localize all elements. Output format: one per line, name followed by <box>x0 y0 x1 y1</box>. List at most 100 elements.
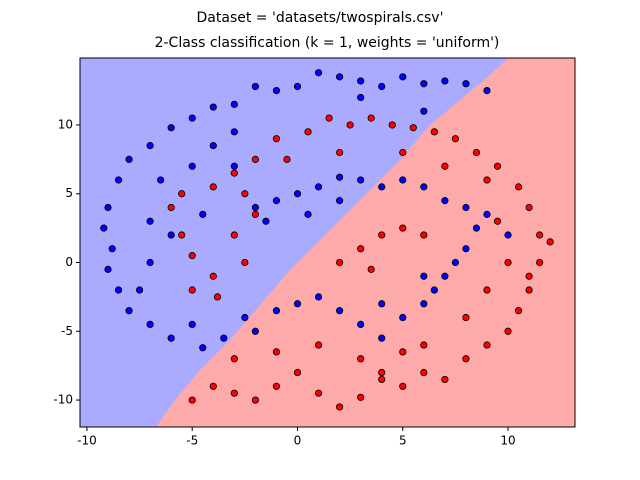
point <box>378 231 386 239</box>
point <box>314 69 323 77</box>
point <box>272 86 281 95</box>
point <box>420 300 428 308</box>
point <box>378 334 386 342</box>
point <box>441 77 449 85</box>
point <box>188 396 196 404</box>
point <box>420 183 428 191</box>
point <box>230 162 238 170</box>
point <box>125 307 133 315</box>
point <box>188 286 196 294</box>
point <box>357 393 365 401</box>
point <box>230 169 238 177</box>
point <box>209 183 217 191</box>
point <box>483 286 491 294</box>
point <box>441 272 449 280</box>
point <box>357 93 365 102</box>
point <box>188 320 196 329</box>
point <box>251 396 259 404</box>
point <box>462 313 470 322</box>
point <box>399 176 407 184</box>
point <box>241 190 249 198</box>
point <box>441 162 449 170</box>
point <box>378 82 386 91</box>
point <box>462 245 470 253</box>
point <box>483 176 491 184</box>
point <box>462 355 470 363</box>
point <box>100 224 108 232</box>
point <box>230 355 238 363</box>
point <box>251 155 259 163</box>
point <box>135 286 144 294</box>
point <box>114 286 123 294</box>
point <box>314 183 323 191</box>
point <box>378 368 386 377</box>
point <box>399 148 407 157</box>
x-tick-label: 0 <box>294 434 302 448</box>
point <box>209 272 217 280</box>
point <box>336 403 344 411</box>
point <box>213 293 222 301</box>
point <box>504 258 512 267</box>
point <box>399 224 407 232</box>
y-tick-label: 5 <box>65 186 73 200</box>
point <box>293 190 302 198</box>
point <box>472 148 481 157</box>
points <box>100 69 554 411</box>
point <box>336 307 344 315</box>
point <box>104 265 112 273</box>
point <box>209 382 217 390</box>
point <box>325 114 333 122</box>
point <box>536 258 544 267</box>
point <box>441 197 449 205</box>
point <box>209 103 217 111</box>
point <box>441 375 449 384</box>
point <box>367 114 375 122</box>
point <box>272 135 281 143</box>
y-tick-label: -5 <box>61 324 73 338</box>
point <box>251 327 259 335</box>
point <box>525 286 533 294</box>
point <box>336 258 344 267</box>
point <box>399 382 407 390</box>
point <box>420 80 428 88</box>
point <box>430 286 438 294</box>
point <box>178 190 186 198</box>
point <box>525 203 533 212</box>
point <box>462 80 470 88</box>
y-tick-label: 10 <box>58 117 73 131</box>
point <box>378 300 386 308</box>
point <box>483 210 491 218</box>
point <box>293 300 302 308</box>
point <box>399 313 407 322</box>
point <box>304 128 312 136</box>
point <box>409 124 417 132</box>
point <box>125 155 133 163</box>
point <box>493 162 502 170</box>
point <box>451 258 460 267</box>
point <box>483 86 491 95</box>
point <box>514 183 523 191</box>
point <box>378 183 386 191</box>
point <box>146 320 154 329</box>
point <box>241 258 249 267</box>
point <box>367 265 375 273</box>
point <box>493 217 502 225</box>
point <box>178 231 186 239</box>
point <box>104 203 112 212</box>
point <box>167 334 175 342</box>
y-tick-label: 0 <box>65 255 73 269</box>
chart-subtitle: 2-Class classification (k = 1, weights =… <box>155 35 500 51</box>
point <box>199 344 207 352</box>
point <box>314 293 323 301</box>
point <box>199 210 207 218</box>
x-tick-label: 10 <box>500 434 515 448</box>
point <box>388 121 396 129</box>
point <box>241 313 249 322</box>
x-tick-label: -10 <box>77 434 97 448</box>
point <box>378 375 386 384</box>
point <box>420 341 428 349</box>
point <box>504 231 512 239</box>
point <box>114 176 123 184</box>
